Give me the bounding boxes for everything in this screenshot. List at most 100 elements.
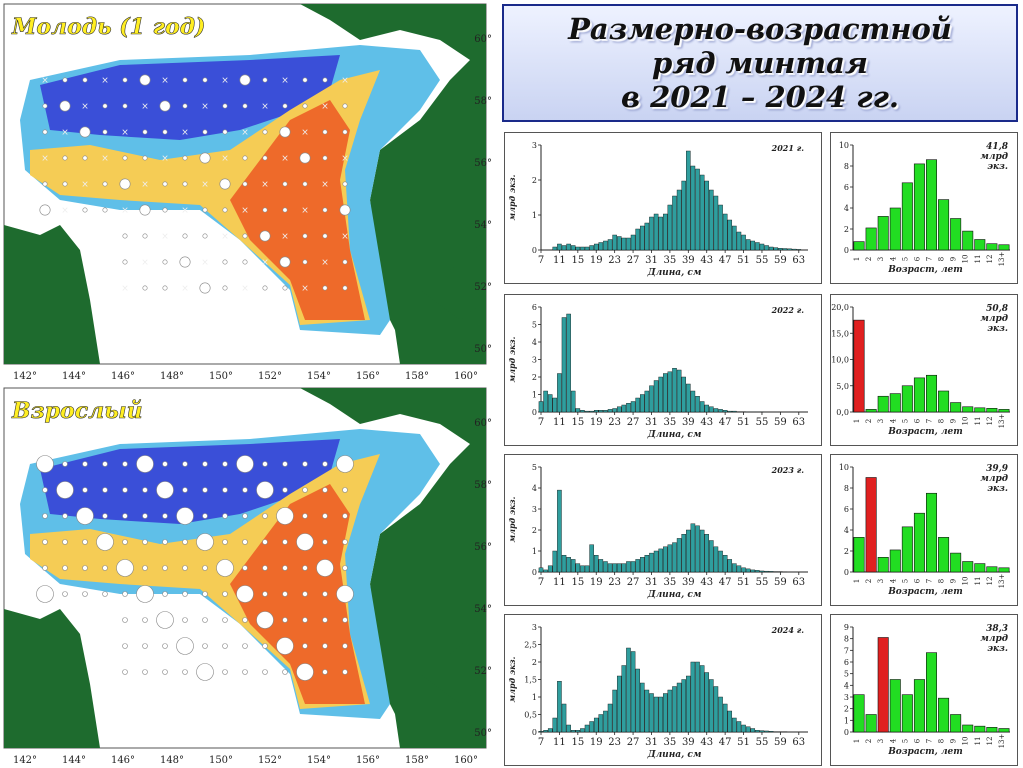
length-bar <box>598 559 604 573</box>
lat-tick-label: 54° <box>474 220 492 231</box>
svg-text:×: × <box>301 206 309 216</box>
x-tick-label: 59 <box>774 737 787 748</box>
x-tick-label: 59 <box>774 255 787 266</box>
y-tick-label: 1 <box>532 211 537 220</box>
land-kamchatka <box>300 4 486 364</box>
length-bar <box>584 410 590 413</box>
y-tick-label: 3 <box>844 693 849 702</box>
x-tick-label: 51 <box>737 737 750 748</box>
age-bar <box>865 227 877 251</box>
y-tick-label: 6 <box>532 303 537 312</box>
length-bar <box>676 189 682 251</box>
svg-text:×: × <box>281 232 289 242</box>
length-bar <box>745 239 751 251</box>
age-bar <box>853 319 865 413</box>
length-bar <box>663 213 668 251</box>
age-bar <box>913 377 925 413</box>
length-bar <box>644 689 650 733</box>
age-bar <box>913 512 925 573</box>
length-bar <box>607 563 613 573</box>
length-bar <box>718 696 723 733</box>
x-tick-label: 11 <box>974 737 982 746</box>
length-bar <box>630 401 636 413</box>
length-bar <box>681 533 686 573</box>
length-bar <box>538 567 544 573</box>
x-tick-label: 3 <box>877 257 885 261</box>
length-bar <box>538 731 544 733</box>
age-bar <box>889 207 901 251</box>
length-bar <box>630 651 636 733</box>
age-bar <box>986 408 998 413</box>
age-bar <box>865 477 877 573</box>
length-chart-1: 0 1 2 3 7 11 15 19 23 27 31 35 39 43 47 51 55 59 63 Длина, … <box>504 132 822 284</box>
x-tick-label: 10 <box>962 737 970 746</box>
svg-text:×: × <box>301 128 309 138</box>
x-tick-label: 13+ <box>998 251 1006 266</box>
y-axis-label: млрд экз. <box>507 174 517 220</box>
length-bar <box>741 234 746 251</box>
length-bar <box>768 571 774 573</box>
length-bar <box>616 236 622 251</box>
age-bar <box>877 395 889 413</box>
x-tick-label: 5 <box>901 257 909 261</box>
length-bar <box>750 728 756 733</box>
length-bar <box>727 710 733 733</box>
x-tick-label: 19 <box>590 737 603 748</box>
lat-tick-label: 56° <box>474 542 492 553</box>
age-bar <box>889 393 901 413</box>
length-bar <box>640 225 645 251</box>
length-bar <box>718 550 723 573</box>
length-bar <box>782 248 788 251</box>
lat-tick-label: 56° <box>474 158 492 169</box>
x-tick-label: 55 <box>756 577 769 588</box>
svg-text:×: × <box>121 206 129 216</box>
length-bar <box>690 390 696 413</box>
length-bar <box>598 410 604 413</box>
y-tick-label: 6 <box>844 505 849 514</box>
length-bar <box>566 724 571 733</box>
length-bar <box>621 563 627 573</box>
x-tick-label: 1 <box>853 579 861 583</box>
x-tick-label: 39 <box>682 255 695 266</box>
x-tick-label: 19 <box>590 417 603 428</box>
length-bar <box>745 568 751 573</box>
x-tick-label: 2 <box>865 739 873 743</box>
x-tick-label: 23 <box>608 255 621 266</box>
y-tick-label: 7 <box>844 646 849 655</box>
age-bar <box>926 159 937 251</box>
length-bar <box>649 552 654 573</box>
x-tick-label: 8 <box>938 579 946 583</box>
y-tick-label: 2 <box>844 705 849 714</box>
length-bar <box>709 189 714 251</box>
total-label: млрд <box>980 152 1008 162</box>
title-banner: Размерно-возрастной ряд минтая в 2021 – … <box>502 4 1018 122</box>
age-bar <box>986 566 998 573</box>
x-tick-label: 23 <box>608 577 621 588</box>
length-bar <box>589 721 594 733</box>
length-bar <box>575 246 581 251</box>
x-tick-label: 7 <box>926 579 934 583</box>
y-tick-label: 10 <box>839 141 849 150</box>
x-tick-label: 15 <box>571 737 584 748</box>
length-bar <box>552 246 558 251</box>
x-tick-label: 4 <box>889 578 897 583</box>
age-bar <box>926 374 937 413</box>
length-bar <box>722 410 728 413</box>
svg-text:×: × <box>181 284 189 294</box>
length-bar <box>635 397 640 413</box>
length-bar <box>649 216 654 251</box>
length-bar <box>686 150 691 251</box>
age-chart-2: 0,0 5,0 10,0 15,0 20,0 1 2 3 4 5 6 7 8 9 10 11 12 13+ Возр… <box>830 294 1018 446</box>
x-tick-label: 47 <box>719 417 732 428</box>
y-axis-label: млрд экз. <box>507 656 517 702</box>
x-tick-label: 15 <box>571 255 584 266</box>
length-bar <box>676 682 682 733</box>
lon-tick-label: 154° <box>307 755 331 766</box>
age-bar <box>853 537 865 573</box>
length-bar <box>736 721 742 733</box>
lat-tick-label: 60° <box>474 34 492 45</box>
lon-tick-label: 152° <box>258 371 282 382</box>
length-bar <box>732 717 737 733</box>
length-bar <box>580 565 585 573</box>
length-bar <box>658 216 663 251</box>
